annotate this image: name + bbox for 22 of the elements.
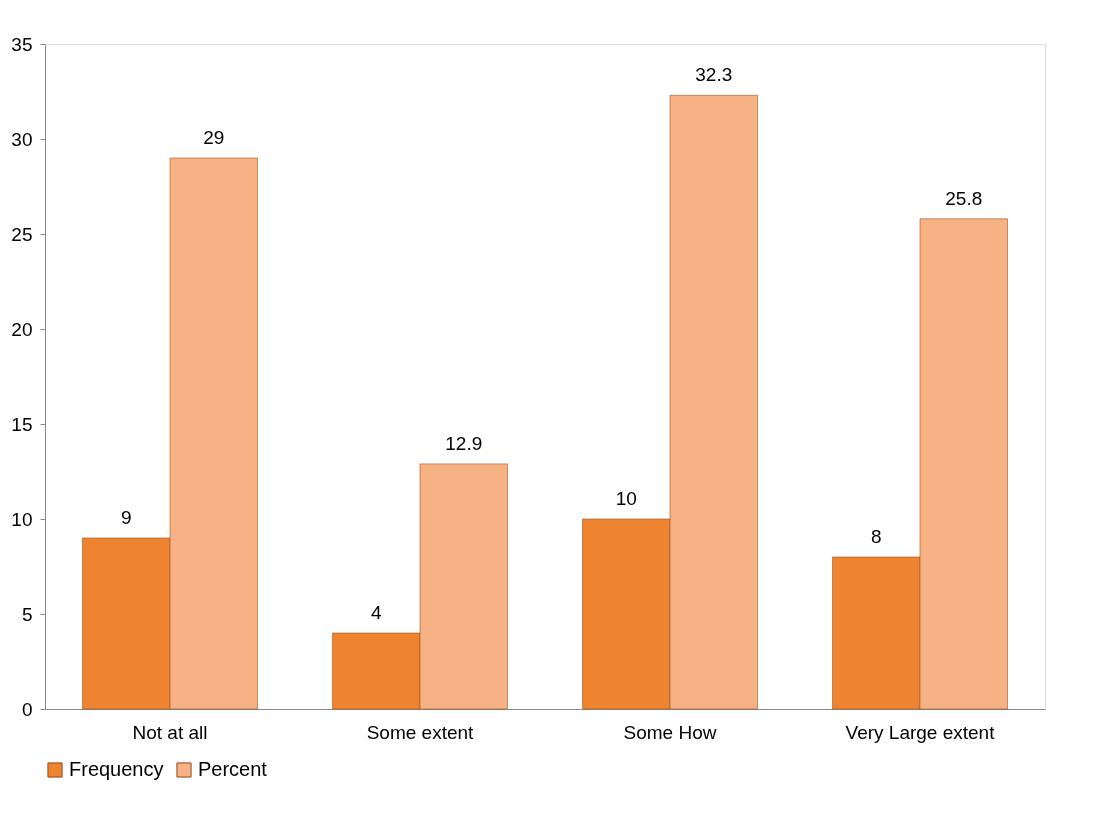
y-tick-label: 15 xyxy=(11,413,33,435)
data-label: 10 xyxy=(615,488,637,509)
y-tick-label: 30 xyxy=(11,128,33,150)
y-tick-label: 0 xyxy=(21,698,33,720)
y-tick-label: 20 xyxy=(11,318,33,340)
data-label: 9 xyxy=(120,507,132,528)
legend-label: Frequency xyxy=(69,758,164,780)
y-tick-label: 25 xyxy=(11,223,33,245)
legend-label: Percent xyxy=(198,758,268,780)
x-tick-label: Some How xyxy=(623,721,717,743)
x-tick-label: Very Large extent xyxy=(845,721,996,743)
x-tick-label: Some extent xyxy=(366,721,475,743)
data-label: 12.9 xyxy=(445,432,483,454)
data-label: 8 xyxy=(870,526,882,547)
data-label: 25.8 xyxy=(945,187,983,209)
y-tick-label: 35 xyxy=(11,33,33,55)
data-label: 29 xyxy=(203,127,225,148)
data-label: 32.3 xyxy=(695,64,733,86)
x-tick-label: Not at all xyxy=(132,721,208,743)
y-tick-label: 5 xyxy=(21,603,33,625)
y-tick-label: 10 xyxy=(11,508,33,530)
data-label: 4 xyxy=(370,602,382,623)
